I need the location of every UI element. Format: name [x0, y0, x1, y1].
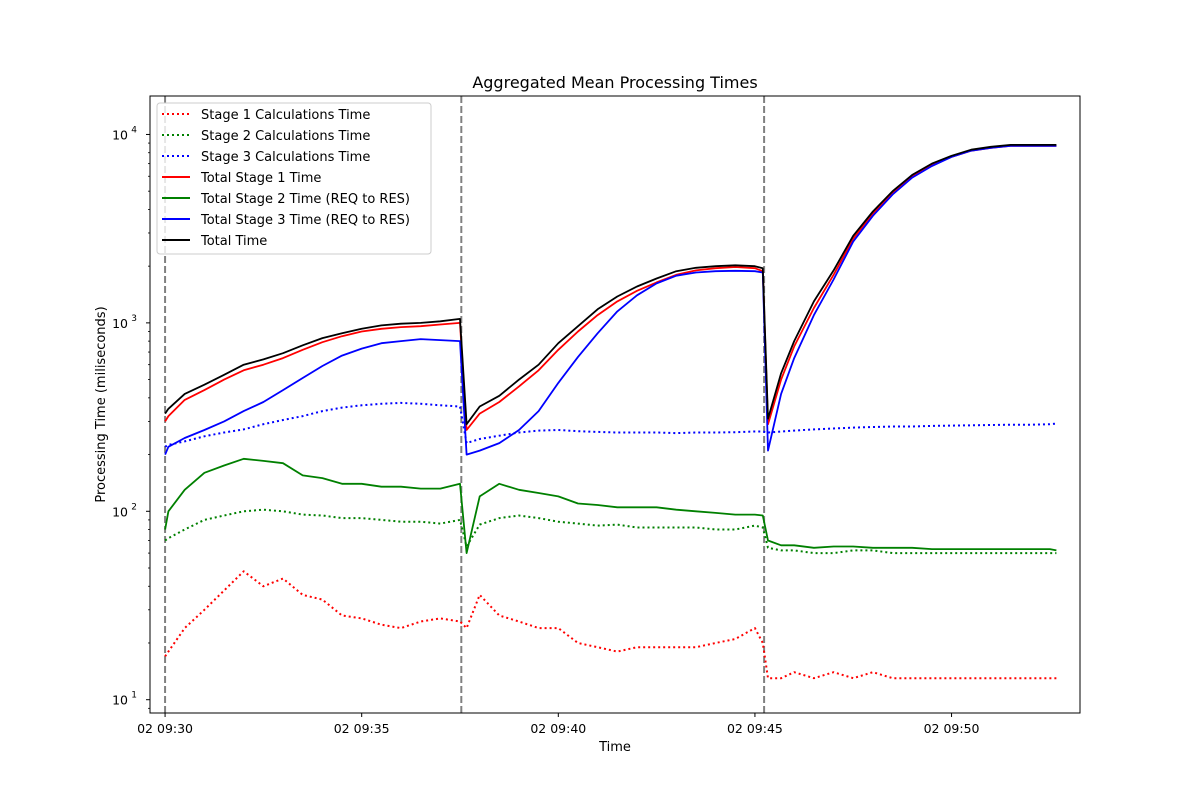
legend-label-5: Total Stage 2 Time (REQ to RES) [200, 192, 410, 207]
y-axis-label: Processing Time (miliseconds) [94, 306, 109, 502]
series-line-1 [164, 570, 1057, 680]
series-line-6 [164, 144, 1057, 456]
legend-label-1: Stage 1 Calculations Time [201, 108, 370, 123]
x-tick-label-3: 02 09:40 [530, 721, 586, 736]
y-tick-exponent-1: 1 [131, 691, 137, 701]
legend: Stage 1 Calculations Time Stage 2 Calcula… [156, 102, 432, 255]
legend-items: Stage 1 Calculations Time Stage 2 Calcula… [162, 108, 410, 249]
legend-label-3: Stage 3 Calculations Time [201, 150, 370, 165]
y-tick-exponent-4: 4 [131, 125, 137, 135]
series-line-7 [164, 143, 1057, 426]
y-tick-label-4: 10 [112, 127, 128, 142]
x-tick-label-1: 02 09:30 [137, 721, 193, 736]
x-tick-label-5: 02 09:50 [924, 721, 980, 736]
y-tick-label-2: 10 [112, 504, 128, 519]
legend-label-2: Stage 2 Calculations Time [201, 129, 370, 144]
y-tick-exponent-3: 3 [131, 314, 137, 324]
legend-label-4: Total Stage 1 Time [200, 171, 321, 186]
y-tick-label-1: 10 [112, 693, 128, 708]
x-tick-label-2: 02 09:35 [334, 721, 390, 736]
x-tick-label-4: 02 09:45 [727, 721, 783, 736]
plot-frame [149, 95, 1081, 714]
legend-label-7: Total Time [200, 234, 267, 249]
series-line-2 [164, 508, 1057, 555]
x-axis: 02 09:30 02 09:35 02 09:40 02 09:45 02 09:50 [137, 713, 980, 736]
y-tick-label-3: 10 [112, 316, 128, 331]
legend-box [156, 102, 432, 255]
series-line-4 [164, 144, 1057, 431]
x-axis-label: Time [598, 740, 631, 755]
series-line-5 [164, 457, 1057, 554]
y-tick-exponent-2: 2 [131, 502, 137, 512]
legend-label-6: Total Stage 3 Time (REQ to RES) [200, 213, 410, 228]
chart-title: Aggregated Mean Processing Times [472, 73, 757, 92]
series-lines [164, 143, 1057, 680]
